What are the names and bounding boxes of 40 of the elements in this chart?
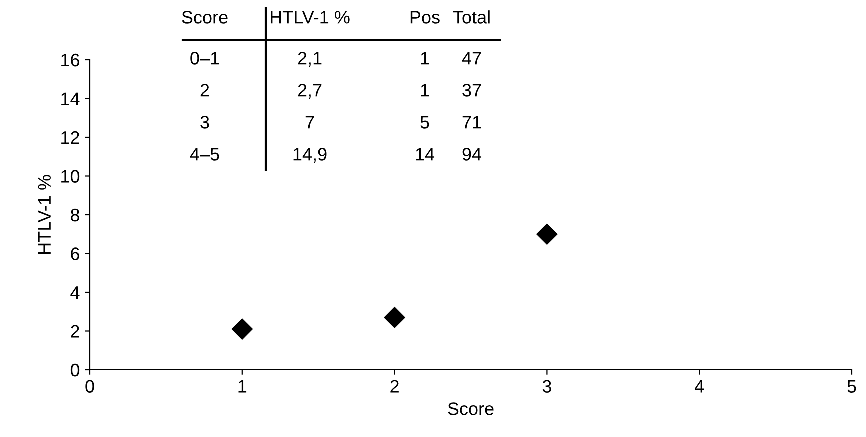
y-tick-label: 6	[71, 248, 80, 260]
annotation: 14	[416, 148, 435, 161]
text: Total	[453, 10, 490, 24]
y-tick-label: 16	[62, 54, 80, 67]
x-tick-label: 0	[86, 380, 94, 393]
annotation: 7	[306, 116, 314, 129]
x-axis-title: Score	[448, 402, 494, 416]
annotation: 5	[420, 116, 430, 129]
x-tick-label: 2	[390, 380, 399, 393]
y-tick-label: 4	[70, 286, 80, 300]
y-tick-label: 10	[62, 170, 80, 183]
x-tick-label: 4	[694, 380, 704, 393]
annotation: 71	[462, 116, 482, 129]
text: Pos	[410, 11, 440, 24]
x-tick-label: 1	[238, 380, 247, 393]
annotation: 94	[462, 148, 482, 161]
point	[232, 318, 253, 340]
y-tick-label: 2	[71, 325, 80, 338]
y-axis-title: HTLV-1 %	[38, 175, 51, 254]
text: HTLV-1 %	[271, 11, 350, 24]
annotation: 2,7	[298, 84, 322, 99]
annotation: 37	[462, 84, 482, 97]
annotation: 3	[200, 116, 210, 129]
text: Score	[182, 11, 228, 24]
point	[536, 224, 558, 245]
x-tick-label: 5	[848, 380, 856, 393]
annotation: 47	[462, 52, 482, 65]
y-tick-label: 14	[62, 92, 80, 106]
x-tick-label: 3	[542, 380, 552, 393]
annotation: 2,1	[298, 52, 322, 67]
annotation: 0–1	[190, 52, 220, 65]
annotation: 1	[421, 52, 430, 65]
y-tick-label: 0	[70, 364, 80, 377]
point	[384, 307, 406, 328]
annotation: 14,9	[294, 148, 327, 163]
annotation: 2	[200, 84, 210, 97]
annotation: 4–5	[190, 148, 220, 161]
y-tick-label: 8	[71, 208, 80, 222]
y-tick-label: 12	[62, 131, 80, 144]
annotation: 1	[421, 84, 430, 97]
